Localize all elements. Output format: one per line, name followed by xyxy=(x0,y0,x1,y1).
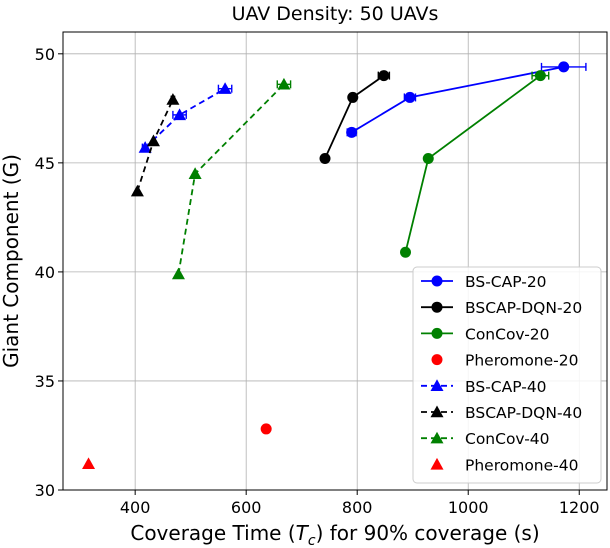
legend-marker xyxy=(431,301,443,313)
legend-label: BSCAP-DQN-40 xyxy=(465,404,582,422)
data-point xyxy=(130,184,144,197)
data-point xyxy=(378,70,390,82)
x-tick-label: 600 xyxy=(231,498,262,517)
x-tick-label: 1200 xyxy=(559,498,600,517)
plot-frame xyxy=(62,31,608,491)
series-line xyxy=(177,83,285,275)
legend-item: ConCov-20 xyxy=(421,325,550,343)
data-point xyxy=(82,457,96,470)
data-point xyxy=(188,167,202,179)
legend-item: BSCAP-DQN-40 xyxy=(421,404,582,422)
data-point xyxy=(422,152,434,164)
legend-label: ConCov-20 xyxy=(465,325,550,343)
y-tick-label: 50 xyxy=(35,45,55,64)
y-tick-label: 30 xyxy=(35,481,55,500)
data-point xyxy=(558,61,570,73)
legend-item: ConCov-40 xyxy=(421,430,550,448)
legend-item: BSCAP-DQN-20 xyxy=(421,299,582,317)
series-concov-20 xyxy=(399,70,550,258)
y-tick-label: 35 xyxy=(35,372,55,391)
series-line xyxy=(144,87,226,149)
series-bscap-dqn-20 xyxy=(319,70,391,164)
legend-label: ConCov-40 xyxy=(465,430,550,448)
series-bscap-dqn-40 xyxy=(130,93,180,197)
legend-label: Pheromone-20 xyxy=(465,352,578,370)
series-bs-cap-20 xyxy=(346,61,587,138)
data-point xyxy=(347,91,359,103)
legend-marker xyxy=(431,354,443,366)
legend-marker xyxy=(431,327,443,339)
data-point xyxy=(173,108,187,121)
data-point xyxy=(166,93,180,105)
legend-item: Pheromone-40 xyxy=(430,456,578,474)
data-point xyxy=(171,267,185,280)
data-point xyxy=(346,126,358,138)
legend-label: BS-CAP-40 xyxy=(465,378,547,396)
x-axis-label-prefix: Coverage Time ( xyxy=(130,521,295,545)
ticks: 400 600 800 1000 1200 30 35 40 45 50 xyxy=(35,45,600,517)
legend-item: BS-CAP-40 xyxy=(421,378,547,396)
y-tick-label: 40 xyxy=(35,263,55,282)
y-tick-label: 45 xyxy=(35,154,55,173)
legend-label: BSCAP-DQN-20 xyxy=(465,299,582,317)
data-point xyxy=(146,134,160,147)
x-tick-label: 800 xyxy=(342,498,373,517)
data-point xyxy=(534,70,546,82)
series-line xyxy=(404,74,541,253)
x-axis-label-subscript: c xyxy=(308,533,316,548)
series-bs-cap-40 xyxy=(138,82,233,153)
data-point xyxy=(260,423,272,435)
series-concov-40 xyxy=(171,77,292,280)
x-axis-label-symbol: T xyxy=(296,521,310,545)
legend-item: Pheromone-20 xyxy=(431,352,578,370)
legend-marker xyxy=(430,431,444,444)
series-pheromone-40 xyxy=(82,457,96,470)
data-point xyxy=(319,152,331,164)
legend-marker xyxy=(430,457,444,470)
chart-title: UAV Density: 50 UAVs xyxy=(232,3,439,25)
data-point xyxy=(218,82,232,94)
x-tick-label: 1000 xyxy=(448,498,489,517)
legend-marker xyxy=(431,275,443,287)
legend-label: Pheromone-40 xyxy=(465,456,578,474)
legend-box xyxy=(412,266,602,484)
data-point xyxy=(277,77,291,90)
legend-marker xyxy=(430,405,444,418)
x-tick-label: 400 xyxy=(120,498,151,517)
data-point xyxy=(404,91,416,103)
x-axis-label: Coverage Time (Tc) for 90% coverage (s) xyxy=(130,521,539,548)
data-point xyxy=(399,246,411,258)
series-line xyxy=(324,74,385,159)
series-pheromone-20 xyxy=(260,423,272,435)
legend-item: BS-CAP-20 xyxy=(421,273,547,291)
x-axis-label-suffix: ) for 90% coverage (s) xyxy=(316,521,540,545)
legend-label: BS-CAP-20 xyxy=(465,273,547,291)
legend-marker xyxy=(430,379,444,391)
data-point xyxy=(138,141,152,153)
series-layer xyxy=(82,61,587,470)
legend: BS-CAP-20 BSCAP-DQN-20 ConCov-20 Pheromone-… xyxy=(412,266,602,484)
y-axis-label: Giant Component (G) xyxy=(0,154,23,368)
